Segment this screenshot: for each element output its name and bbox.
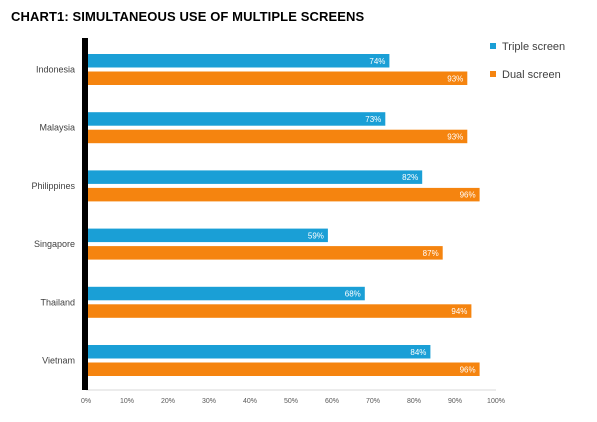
data-label: 59% [308,231,324,240]
category-label: Vietnam [42,356,75,366]
bar-dual-screen [86,246,443,260]
x-tick-label: 30% [202,398,216,405]
legend-label: Triple screen [502,41,565,53]
data-label: 87% [423,249,439,258]
data-label: 96% [460,191,476,200]
bar-triple-screen [86,54,390,68]
bar-dual-screen [86,71,468,85]
bar-triple-screen [86,170,423,184]
category-label: Thailand [40,297,75,307]
x-tick-label: 10% [120,398,134,405]
bar-triple-screen [86,112,386,126]
category-label: Malaysia [39,123,75,133]
chart-title: CHART1: SIMULTANEOUS USE OF MULTIPLE SCR… [11,9,365,24]
data-label: 84% [410,348,426,357]
data-label: 82% [402,173,418,182]
x-tick-label: 80% [407,398,421,405]
data-label: 96% [460,365,476,374]
bar-triple-screen [86,345,431,359]
data-label: 74% [369,57,385,66]
bar-dual-screen [86,304,472,318]
data-label: 68% [345,290,361,299]
x-tick-label: 20% [161,398,175,405]
y-axis-bar [82,38,88,390]
data-label: 73% [365,115,381,124]
bar-triple-screen [86,286,365,301]
x-tick-label: 70% [366,398,380,405]
data-label: 93% [447,74,463,83]
category-label: Philippines [31,181,75,191]
x-tick-label: 90% [448,398,462,405]
bar-dual-screen [86,362,480,376]
x-tick-label: 100% [487,398,505,405]
bar-dual-screen [86,187,480,202]
legend-swatch [490,43,496,49]
category-label: Indonesia [36,65,75,75]
data-label: 93% [447,132,463,141]
x-tick-label: 40% [243,398,257,405]
legend-swatch [490,71,496,77]
category-label: Singapore [34,239,75,249]
x-tick-label: 60% [325,398,339,405]
data-label: 94% [451,307,467,316]
legend-label: Dual screen [502,69,561,81]
bar-dual-screen [86,129,468,144]
x-tick-label: 50% [284,398,298,405]
bar-triple-screen [86,228,328,243]
x-tick-label: 0% [81,398,91,405]
